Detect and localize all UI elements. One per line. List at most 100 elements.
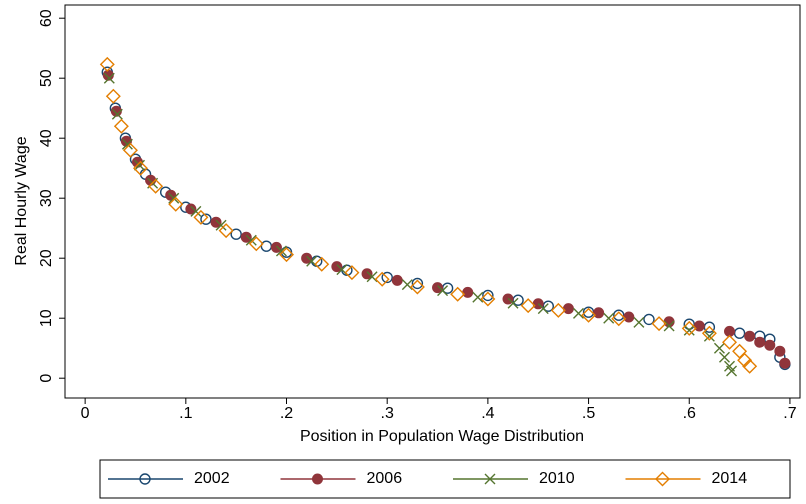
point — [550, 302, 566, 318]
point — [742, 358, 758, 374]
point — [111, 108, 123, 120]
point — [409, 279, 425, 295]
point — [611, 311, 627, 327]
legend-label: 2010 — [539, 470, 575, 487]
point — [633, 316, 645, 328]
y-tick-label: 60 — [38, 9, 55, 27]
point — [537, 303, 549, 315]
point — [437, 285, 449, 297]
x-axis-label: Position in Population Wage Distribution — [300, 428, 584, 445]
point — [411, 277, 424, 290]
point — [168, 192, 180, 204]
point — [520, 298, 536, 314]
point — [401, 279, 413, 291]
point — [779, 357, 791, 369]
point — [314, 256, 330, 272]
point — [718, 351, 730, 363]
point — [482, 289, 494, 302]
point — [230, 228, 242, 240]
point — [703, 330, 715, 342]
point — [361, 268, 373, 280]
point — [331, 261, 343, 273]
x-tick-label: .3 — [381, 405, 394, 422]
point — [450, 286, 466, 302]
point — [301, 252, 313, 264]
point — [480, 291, 496, 307]
point — [774, 345, 786, 357]
point — [248, 236, 264, 252]
x-tick-label: 0 — [81, 405, 90, 422]
point — [366, 271, 378, 283]
point — [279, 247, 294, 263]
point — [103, 72, 115, 84]
point — [593, 307, 605, 319]
point — [623, 311, 635, 323]
legend-marker — [655, 471, 670, 487]
point — [374, 271, 390, 287]
y-tick-label: 20 — [38, 249, 55, 267]
point — [542, 300, 554, 312]
y-tick-label: 0 — [38, 374, 55, 383]
point — [722, 334, 738, 350]
point — [185, 203, 197, 215]
y-tick-label: 50 — [38, 69, 55, 87]
point — [113, 118, 129, 134]
point — [215, 219, 227, 231]
point — [701, 325, 717, 341]
y-tick-label: 30 — [38, 189, 55, 207]
point — [99, 56, 115, 72]
point — [764, 339, 776, 351]
point — [754, 336, 766, 348]
y-tick-label: 40 — [38, 129, 55, 147]
point — [275, 245, 287, 257]
x-tick-label: .4 — [481, 405, 494, 422]
point — [134, 159, 146, 171]
point — [218, 223, 234, 239]
point — [663, 320, 675, 332]
point — [391, 274, 403, 286]
point — [344, 265, 360, 281]
point — [168, 196, 184, 212]
point — [643, 313, 655, 326]
point — [193, 209, 209, 225]
point — [651, 316, 667, 332]
legend-marker — [484, 473, 496, 485]
point — [681, 320, 697, 336]
y-axis-label: Real Hourly Wage — [13, 136, 30, 265]
point — [245, 234, 257, 246]
point — [133, 160, 149, 176]
point — [121, 138, 133, 150]
legend-marker — [312, 473, 323, 485]
point — [148, 178, 164, 194]
x-tick-label: .6 — [683, 405, 696, 422]
plot-area — [64, 4, 801, 399]
point — [462, 286, 474, 298]
x-tick-label: .1 — [179, 405, 192, 422]
point — [744, 330, 756, 342]
point — [200, 213, 212, 225]
point — [210, 216, 222, 228]
point — [120, 135, 132, 147]
point — [472, 291, 484, 303]
point — [381, 271, 393, 284]
x-tick-label: .2 — [280, 405, 293, 422]
point — [432, 282, 444, 294]
point — [110, 105, 122, 117]
point — [240, 231, 252, 243]
legend-label: 2006 — [367, 470, 403, 487]
point — [726, 365, 738, 377]
legend-label: 2002 — [194, 470, 230, 487]
point — [603, 312, 615, 324]
point — [105, 88, 121, 104]
point — [683, 324, 695, 336]
point — [572, 307, 584, 319]
point — [713, 342, 725, 354]
point — [190, 205, 202, 217]
point — [581, 307, 597, 323]
point — [732, 343, 748, 359]
legend-marker — [139, 473, 151, 485]
point — [270, 241, 282, 253]
x-tick-label: .5 — [582, 405, 595, 422]
point — [693, 320, 705, 332]
